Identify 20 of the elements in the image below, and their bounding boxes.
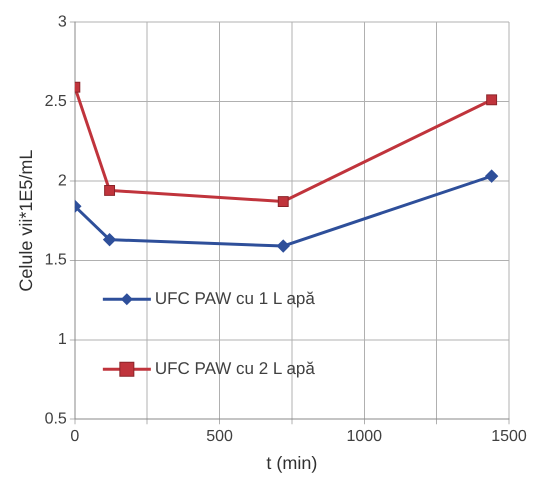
x-axis-title: t (min): [266, 453, 318, 474]
x-tick-label: 500: [206, 428, 234, 446]
point: [486, 94, 498, 106]
legend-label: UFC PAW cu 2 L apă: [154, 358, 316, 378]
y-tick-label: 0.5: [44, 410, 67, 428]
point: [278, 196, 289, 207]
x-tick-label: 0: [70, 428, 80, 446]
point: [485, 170, 498, 183]
y-tick-label: 2.5: [44, 92, 67, 110]
point: [103, 233, 116, 246]
y-tick-label: 1.5: [44, 252, 67, 269]
x-tick-label: 1000: [346, 428, 382, 446]
y-tick-label: 3: [58, 13, 67, 30]
legend-label: UFC PAW cu 1 L apă: [154, 288, 316, 308]
point: [104, 184, 116, 196]
y-tick-label: 1: [58, 331, 67, 348]
y-axis-title: Celule vii*1E5/mL: [16, 150, 36, 292]
x-tick-label: 1500: [491, 428, 527, 446]
point: [276, 240, 290, 253]
y-tick-label: 2: [58, 172, 67, 190]
